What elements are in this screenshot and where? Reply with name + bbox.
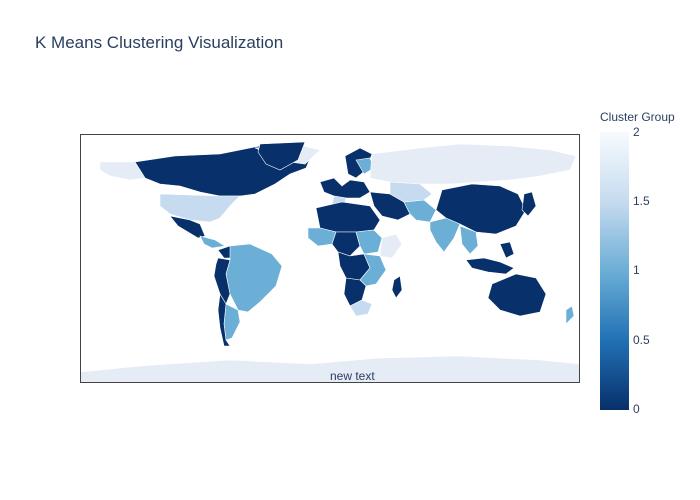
colorbar-tick-label: 1 xyxy=(633,263,640,277)
country-shape[interactable] xyxy=(199,235,226,249)
country-shape[interactable] xyxy=(355,229,383,255)
country-shape[interactable] xyxy=(487,273,547,317)
map-annotation: new text xyxy=(330,369,375,383)
country-shape[interactable] xyxy=(257,141,306,171)
country-shape[interactable] xyxy=(315,201,381,233)
world-map[interactable] xyxy=(80,134,580,383)
country-shape[interactable] xyxy=(391,275,403,299)
colorbar xyxy=(600,132,629,410)
choropleth-map[interactable] xyxy=(80,134,580,383)
antarctica-shape xyxy=(80,355,580,383)
country-shape[interactable] xyxy=(521,191,537,217)
colorbar-tick-label: 1.5 xyxy=(633,194,650,208)
colorbar-tick-label: 2 xyxy=(633,125,640,139)
chart-title: K Means Clustering Visualization xyxy=(35,33,284,52)
country-shape[interactable] xyxy=(389,181,433,203)
colorbar-tick-label: 0 xyxy=(633,402,640,416)
colorbar-title: Cluster Group xyxy=(600,110,675,124)
map-frame-border xyxy=(80,134,580,383)
country-shape[interactable] xyxy=(349,299,373,317)
country-shape[interactable] xyxy=(99,161,146,181)
country-shape[interactable] xyxy=(359,253,387,287)
colorbar-tick-label: 0.5 xyxy=(633,333,650,347)
country-shape[interactable] xyxy=(379,233,403,259)
country-shape[interactable] xyxy=(217,293,231,347)
country-shape[interactable] xyxy=(435,183,527,235)
country-shape[interactable] xyxy=(499,241,515,259)
country-shape[interactable] xyxy=(159,193,241,223)
country-shape[interactable] xyxy=(565,305,575,325)
country-shape[interactable] xyxy=(465,257,515,275)
country-shape[interactable] xyxy=(459,225,479,255)
